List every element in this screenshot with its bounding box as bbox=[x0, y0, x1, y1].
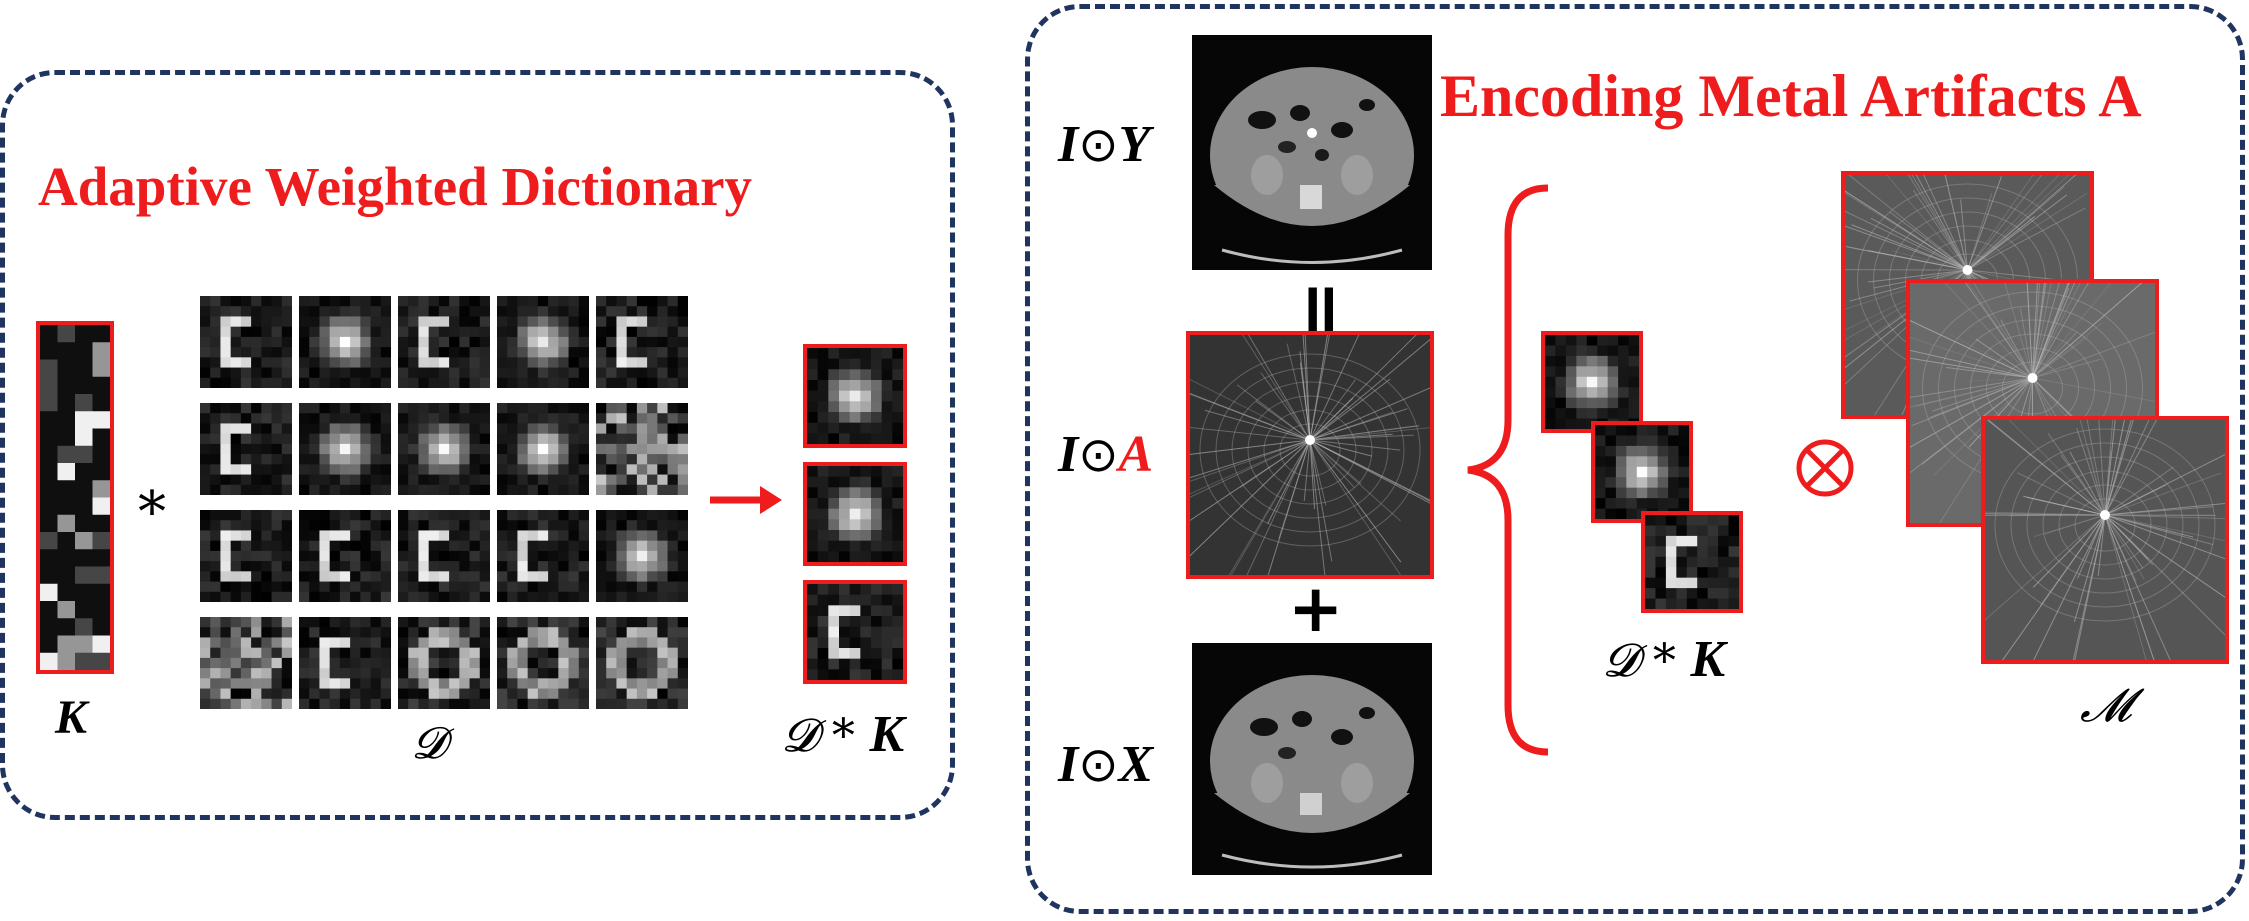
encoding-metal-artifacts-panel bbox=[1025, 4, 2245, 914]
left-panel-title: Adaptive Weighted Dictionary bbox=[38, 156, 752, 217]
k-vector-cells bbox=[40, 325, 110, 670]
k-weight-vector bbox=[36, 321, 114, 674]
ct-image-x bbox=[1192, 643, 1432, 875]
filter-atom bbox=[497, 296, 589, 388]
filter-atom bbox=[596, 510, 688, 602]
filter-atom bbox=[596, 403, 688, 495]
m-map-3 bbox=[1981, 416, 2229, 664]
ct-image-a-artifact bbox=[1186, 331, 1434, 579]
i-odot-x-label: I⊙X bbox=[1058, 736, 1154, 793]
adaptive-weighted-dictionary-panel bbox=[0, 70, 955, 820]
d-label: 𝓓 bbox=[412, 718, 446, 769]
filter-atom bbox=[596, 296, 688, 388]
equals-symbol: = bbox=[1281, 279, 1366, 341]
artifact-a-drawing bbox=[1190, 335, 1430, 575]
k-label: K bbox=[55, 691, 88, 744]
filter-atom bbox=[299, 296, 391, 388]
filter-atom bbox=[299, 617, 391, 709]
m-label: 𝓜 bbox=[2080, 678, 2132, 732]
filter-atom bbox=[1641, 511, 1743, 613]
plus-symbol: + bbox=[1288, 570, 1344, 647]
ct-x-drawing bbox=[1210, 675, 1414, 869]
filter-atom bbox=[497, 403, 589, 495]
dictionary-grid bbox=[200, 296, 688, 711]
filter-atom bbox=[1541, 331, 1643, 433]
filter-atom bbox=[1591, 421, 1693, 523]
filter-atom bbox=[299, 510, 391, 602]
filter-atom bbox=[398, 510, 490, 602]
filter-atom bbox=[803, 344, 907, 448]
filter-atom bbox=[398, 403, 490, 495]
filter-atom bbox=[200, 296, 292, 388]
filter-atom bbox=[299, 403, 391, 495]
d-times-k-stack-right bbox=[1541, 331, 1755, 620]
filter-atom bbox=[398, 617, 490, 709]
filter-atom bbox=[497, 617, 589, 709]
filter-atom bbox=[596, 617, 688, 709]
filter-atom bbox=[200, 403, 292, 495]
filter-atom bbox=[803, 462, 907, 566]
d-times-k-label-right: 𝓓 * K bbox=[1603, 631, 1726, 688]
convolution-symbol: * bbox=[138, 480, 166, 545]
right-panel-title: Encoding Metal Artifacts A bbox=[1440, 63, 2142, 129]
ct-image-y bbox=[1192, 35, 1432, 270]
filter-atom bbox=[497, 510, 589, 602]
filter-atom bbox=[803, 580, 907, 684]
i-odot-y-label: I⊙Y bbox=[1058, 116, 1151, 173]
d-times-k-label: 𝓓 * K bbox=[782, 706, 905, 763]
filter-atom bbox=[200, 617, 292, 709]
filter-atom bbox=[200, 510, 292, 602]
i-odot-a-label: I⊙A bbox=[1058, 426, 1154, 483]
filter-atom bbox=[398, 296, 490, 388]
d-times-k-result-stack bbox=[803, 344, 908, 684]
ct-y-drawing bbox=[1210, 67, 1414, 264]
